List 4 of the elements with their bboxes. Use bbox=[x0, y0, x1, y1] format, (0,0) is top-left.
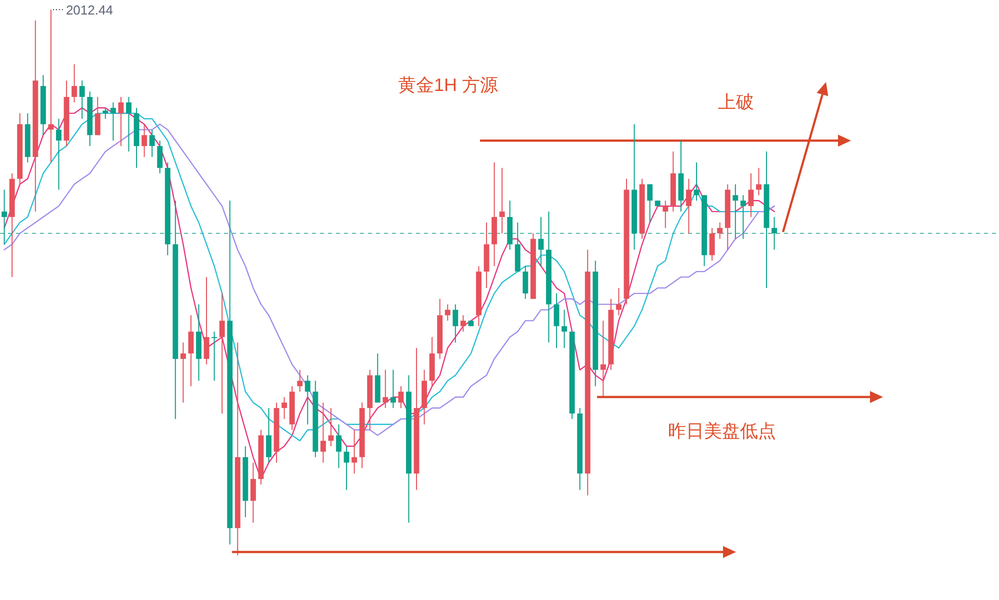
annotation: 黄金1H 方源 bbox=[398, 75, 498, 95]
annotation: 昨日美盘低点 bbox=[668, 421, 776, 441]
annotation: 2012.44 bbox=[66, 2, 113, 18]
annotation: 上破 bbox=[718, 92, 754, 112]
